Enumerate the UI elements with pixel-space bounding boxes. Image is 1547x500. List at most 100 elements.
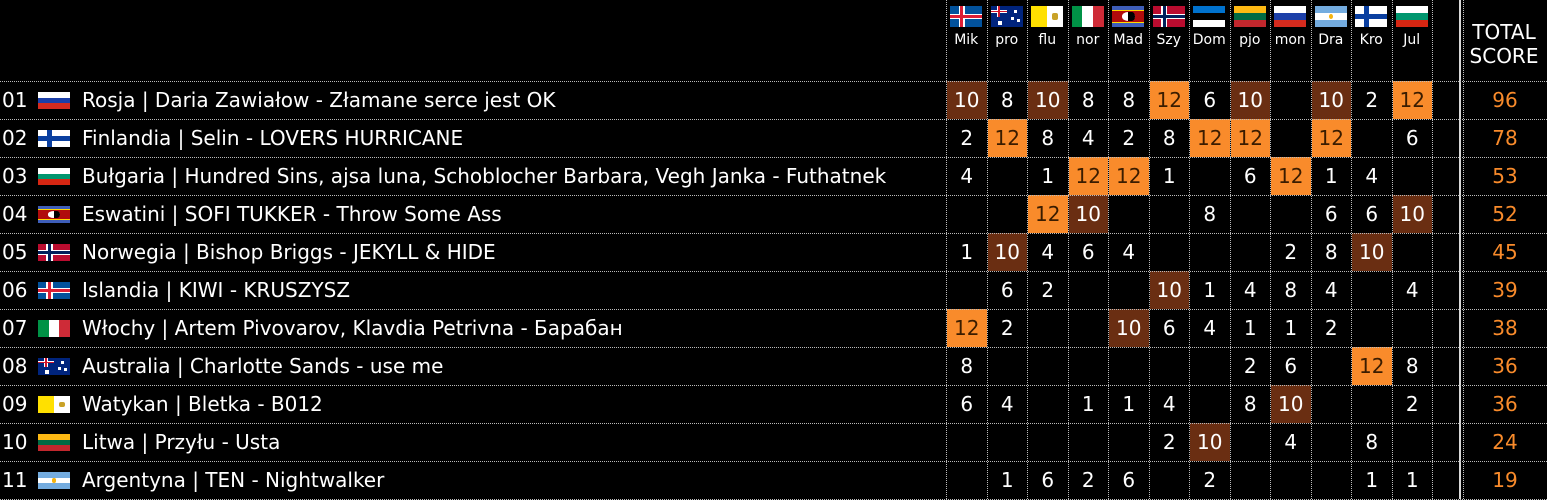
score-cell: 6 xyxy=(1284,354,1298,378)
entry-label: Włochy | Artem Pivovarov, Klavdia Petriv… xyxy=(82,316,623,340)
table-row: 07 Włochy | Artem Pivovarov, Klavdia Petr… xyxy=(0,309,1547,347)
score-cell xyxy=(1352,119,1392,157)
judge-column-header: pjo xyxy=(1230,0,1271,78)
table-row: 04 Eswatini | SOFI TUKKER - Throw Some As… xyxy=(0,195,1547,233)
score-cell: 4 xyxy=(1203,316,1217,340)
score-cell: 12 xyxy=(1068,157,1108,195)
score-cell xyxy=(947,195,987,233)
score-cell: 10 xyxy=(1352,233,1392,271)
total-score: 52 xyxy=(1492,202,1518,226)
rank-number: 01 xyxy=(2,88,28,112)
score-cell xyxy=(1028,385,1068,423)
eswatini-flag-icon xyxy=(1112,6,1145,27)
judge-abbr: Mad xyxy=(1113,32,1144,48)
score-cell: 6 xyxy=(1365,202,1379,226)
score-cell xyxy=(988,157,1028,195)
score-cell: 1 xyxy=(1405,468,1419,492)
score-cell xyxy=(1028,309,1068,347)
score-cell: 4 xyxy=(1365,164,1379,188)
score-cell xyxy=(1231,461,1271,499)
score-cell: 1 xyxy=(1324,164,1338,188)
column-divider xyxy=(1391,0,1393,499)
score-cell: 4 xyxy=(1041,240,1055,264)
entry-label: Eswatini | SOFI TUKKER - Throw Some Ass xyxy=(82,202,502,226)
entry-label: Australia | Charlotte Sands - use me xyxy=(82,354,444,378)
judge-abbr: Jul xyxy=(1403,32,1421,48)
total-score: 53 xyxy=(1492,164,1518,188)
score-cell: 8 xyxy=(1162,126,1176,150)
column-divider xyxy=(1310,0,1312,499)
score-cell: 1 xyxy=(960,240,974,264)
judge-abbr: nor xyxy=(1076,32,1100,48)
score-cell xyxy=(1231,195,1271,233)
vatican-flag-icon xyxy=(38,396,70,413)
score-cell xyxy=(1312,461,1352,499)
judge-abbr: Szy xyxy=(1156,32,1182,48)
total-score: 78 xyxy=(1492,126,1518,150)
rank-number: 05 xyxy=(2,240,28,264)
score-cell: 4 xyxy=(1000,392,1014,416)
score-cell xyxy=(1352,385,1392,423)
row-divider xyxy=(0,461,1547,462)
rank-number: 08 xyxy=(2,354,28,378)
score-cell: 6 xyxy=(1162,316,1176,340)
entry-label: Islandia | KIWI - KRUSZYSZ xyxy=(82,278,351,302)
argentina-flag-icon xyxy=(38,472,70,489)
judge-column-header: mon xyxy=(1270,0,1311,78)
score-cell: 8 xyxy=(1041,126,1055,150)
judge-column-header: pro xyxy=(987,0,1028,78)
total-score: 36 xyxy=(1492,392,1518,416)
score-cell: 2 xyxy=(1081,468,1095,492)
judge-column-header: nor xyxy=(1068,0,1109,78)
score-cell: 6 xyxy=(1041,468,1055,492)
row-divider xyxy=(0,119,1547,120)
entry-label: Litwa | Przyłu - Usta xyxy=(82,430,281,454)
score-cell xyxy=(1190,233,1230,271)
norway-flag-icon xyxy=(1152,6,1185,27)
score-cell: 2 xyxy=(1162,430,1176,454)
score-cell xyxy=(947,271,987,309)
score-cell: 2 xyxy=(1243,354,1257,378)
judge-abbr: Dra xyxy=(1318,32,1344,48)
judge-abbr: pro xyxy=(995,32,1019,48)
table-row: 08 Australia | Charlotte Sands - use me 8 2… xyxy=(0,347,1547,385)
entry-label: Norwegia | Bishop Briggs - JEKYLL & HIDE xyxy=(82,240,496,264)
total-score: 36 xyxy=(1492,354,1518,378)
score-cell xyxy=(1150,195,1190,233)
score-cell: 12 xyxy=(947,309,987,347)
score-cell: 12 xyxy=(1028,195,1068,233)
total-divider-inner xyxy=(1463,0,1464,499)
score-cell xyxy=(947,423,987,461)
argentina-flag-icon xyxy=(1314,6,1347,27)
score-cell: 4 xyxy=(960,164,974,188)
total-score: 39 xyxy=(1492,278,1518,302)
judge-abbr: Kro xyxy=(1359,32,1383,48)
score-cell: 6 xyxy=(1243,164,1257,188)
eswatini-flag-icon xyxy=(38,206,70,223)
score-cell: 2 xyxy=(1365,88,1379,112)
score-cell: 8 xyxy=(1365,430,1379,454)
judge-abbr: flu xyxy=(1038,32,1057,48)
row-divider xyxy=(0,157,1547,158)
australia-flag-icon xyxy=(38,358,70,375)
rank-number: 07 xyxy=(2,316,28,340)
judge-column-header: flu xyxy=(1027,0,1068,78)
score-cell: 10 xyxy=(987,233,1027,271)
finland-flag-icon xyxy=(38,130,70,147)
score-cell: 2 xyxy=(1284,240,1298,264)
score-cell: 1 xyxy=(1122,392,1136,416)
judge-column-header: Mik xyxy=(946,0,987,78)
rank-number: 11 xyxy=(2,468,28,492)
column-divider xyxy=(1351,0,1352,499)
score-cell: 2 xyxy=(1041,278,1055,302)
column-divider xyxy=(1432,0,1433,499)
score-cell xyxy=(1190,347,1230,385)
score-cell xyxy=(1312,385,1352,423)
score-cell: 12 xyxy=(1392,81,1432,119)
score-cell: 1 xyxy=(1081,392,1095,416)
score-cell: 8 xyxy=(1405,354,1419,378)
score-cell: 1 xyxy=(1203,278,1217,302)
entry-label: Rosja | Daria Zawiałow - Złamane serce j… xyxy=(82,88,556,112)
score-cell: 12 xyxy=(1230,119,1270,157)
score-cell xyxy=(947,461,987,499)
